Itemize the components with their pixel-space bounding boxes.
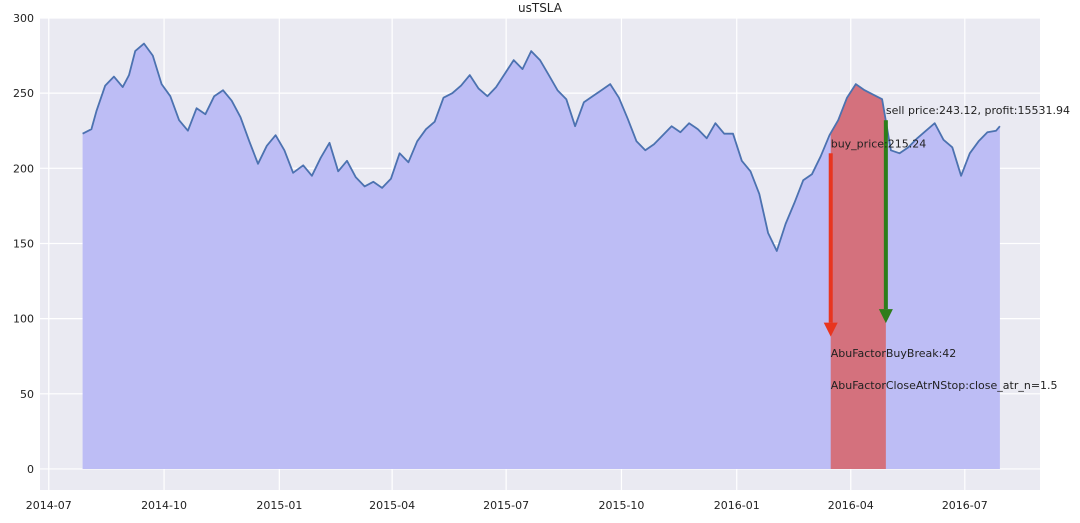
price-line — [82, 42, 1001, 252]
holding-period-band — [830, 84, 886, 469]
x-tick-label: 2016-07 — [942, 499, 988, 512]
sell-arrow-head — [878, 309, 893, 324]
y-tick-label: 200 — [13, 162, 34, 175]
sell-arrow-shaft — [883, 120, 888, 310]
buy-factor-label: AbuFactorBuyBreak:42 — [831, 347, 957, 360]
sell-price-label: sell price:243.12, profit:15531.94 — [886, 104, 1070, 117]
y-tick-label: 300 — [13, 12, 34, 25]
buy-arrow-shaft — [828, 153, 833, 323]
x-tick-label: 2015-07 — [483, 499, 529, 512]
buy-arrow-head — [823, 322, 838, 337]
price-area — [82, 43, 1000, 469]
sell-factor-label: AbuFactorCloseAtrNStop:close_atr_n=1.5 — [831, 379, 1058, 392]
x-tick-label: 2014-10 — [141, 499, 187, 512]
x-tick-label: 2015-10 — [598, 499, 644, 512]
y-tick-label: 250 — [13, 87, 34, 100]
trade-arrows — [823, 120, 893, 337]
price-area-fill — [82, 43, 1000, 469]
axis-ticks: 0 50 100 150 200 250 300 2014-07 2014-10 2015-01 2… — [13, 12, 988, 512]
buy-price-label: buy_price:215.24 — [831, 137, 927, 150]
x-tick-label: 2016-04 — [828, 499, 874, 512]
y-tick-label: 0 — [27, 463, 34, 476]
y-tick-label: 100 — [13, 313, 34, 326]
x-tick-label: 2015-01 — [256, 499, 302, 512]
holding-period-fill — [830, 84, 886, 469]
x-tick-label: 2015-04 — [369, 499, 415, 512]
y-tick-label: 50 — [20, 388, 34, 401]
price-line-path — [82, 42, 1001, 252]
y-tick-label: 150 — [13, 237, 34, 250]
x-tick-label: 2016-01 — [714, 499, 760, 512]
chart-title: usTSLA — [518, 1, 563, 15]
x-tick-label: 2014-07 — [26, 499, 72, 512]
